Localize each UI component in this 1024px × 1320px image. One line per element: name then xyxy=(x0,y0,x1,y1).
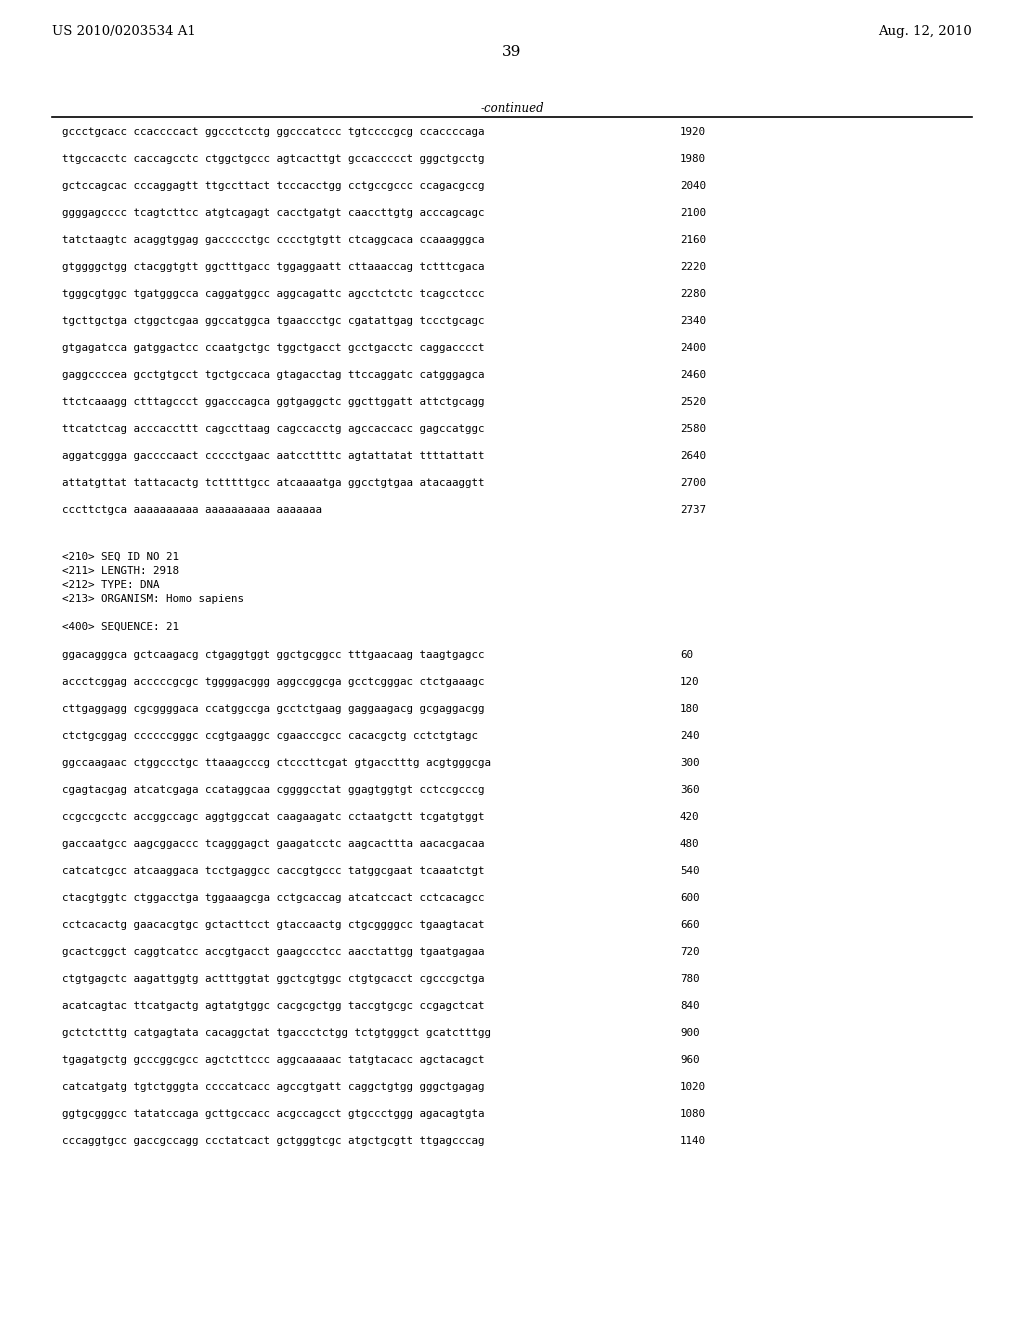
Text: 480: 480 xyxy=(680,840,699,849)
Text: ctctgcggag ccccccgggc ccgtgaaggc cgaacccgcc cacacgctg cctctgtagc: ctctgcggag ccccccgggc ccgtgaaggc cgaaccc… xyxy=(62,731,478,741)
Text: gcactcggct caggtcatcc accgtgacct gaagccctcc aacctattgg tgaatgagaa: gcactcggct caggtcatcc accgtgacct gaagccc… xyxy=(62,946,484,957)
Text: 780: 780 xyxy=(680,974,699,983)
Text: gctccagcac cccaggagtt ttgccttact tcccacctgg cctgccgccc ccagacgccg: gctccagcac cccaggagtt ttgccttact tcccacc… xyxy=(62,181,484,191)
Text: 900: 900 xyxy=(680,1028,699,1038)
Text: Aug. 12, 2010: Aug. 12, 2010 xyxy=(879,25,972,38)
Text: ggacagggca gctcaagacg ctgaggtggt ggctgcggcc tttgaacaag taagtgagcc: ggacagggca gctcaagacg ctgaggtggt ggctgcg… xyxy=(62,649,484,660)
Text: cccttctgca aaaaaaaaaa aaaaaaaaaa aaaaaaa: cccttctgca aaaaaaaaaa aaaaaaaaaa aaaaaaa xyxy=(62,506,322,515)
Text: 39: 39 xyxy=(503,45,521,59)
Text: 1980: 1980 xyxy=(680,154,706,164)
Text: gctctctttg catgagtata cacaggctat tgaccctctgg tctgtgggct gcatctttgg: gctctctttg catgagtata cacaggctat tgaccct… xyxy=(62,1028,490,1038)
Text: 600: 600 xyxy=(680,894,699,903)
Text: 2280: 2280 xyxy=(680,289,706,300)
Text: 2100: 2100 xyxy=(680,209,706,218)
Text: ctacgtggtc ctggacctga tggaaagcga cctgcaccag atcatccact cctcacagcc: ctacgtggtc ctggacctga tggaaagcga cctgcac… xyxy=(62,894,484,903)
Text: 2340: 2340 xyxy=(680,315,706,326)
Text: cgagtacgag atcatcgaga ccataggcaa cggggcctat ggagtggtgt cctccgcccg: cgagtacgag atcatcgaga ccataggcaa cggggcc… xyxy=(62,785,484,795)
Text: tatctaagtc acaggtggag gaccccctgc cccctgtgtt ctcaggcaca ccaaagggca: tatctaagtc acaggtggag gaccccctgc cccctgt… xyxy=(62,235,484,246)
Text: 660: 660 xyxy=(680,920,699,931)
Text: ctgtgagctc aagattggtg actttggtat ggctcgtggc ctgtgcacct cgcccgctga: ctgtgagctc aagattggtg actttggtat ggctcgt… xyxy=(62,974,484,983)
Text: 960: 960 xyxy=(680,1055,699,1065)
Text: 2040: 2040 xyxy=(680,181,706,191)
Text: 180: 180 xyxy=(680,704,699,714)
Text: attatgttat tattacactg tctttttgcc atcaaaatga ggcctgtgaa atacaaggtt: attatgttat tattacactg tctttttgcc atcaaaa… xyxy=(62,478,484,488)
Text: gtggggctgg ctacggtgtt ggctttgacc tggaggaatt cttaaaccag tctttcgaca: gtggggctgg ctacggtgtt ggctttgacc tggagga… xyxy=(62,261,484,272)
Text: 720: 720 xyxy=(680,946,699,957)
Text: catcatcgcc atcaaggaca tcctgaggcc caccgtgccc tatggcgaat tcaaatctgt: catcatcgcc atcaaggaca tcctgaggcc caccgtg… xyxy=(62,866,484,876)
Text: cctcacactg gaacacgtgc gctacttcct gtaccaactg ctgcggggcc tgaagtacat: cctcacactg gaacacgtgc gctacttcct gtaccaa… xyxy=(62,920,484,931)
Text: 1080: 1080 xyxy=(680,1109,706,1119)
Text: 420: 420 xyxy=(680,812,699,822)
Text: 1020: 1020 xyxy=(680,1082,706,1092)
Text: ttctcaaagg ctttagccct ggacccagca ggtgaggctc ggcttggatt attctgcagg: ttctcaaagg ctttagccct ggacccagca ggtgagg… xyxy=(62,397,484,407)
Text: tgagatgctg gcccggcgcc agctcttccc aggcaaaaac tatgtacacc agctacagct: tgagatgctg gcccggcgcc agctcttccc aggcaaa… xyxy=(62,1055,484,1065)
Text: 2737: 2737 xyxy=(680,506,706,515)
Text: 240: 240 xyxy=(680,731,699,741)
Text: tgcttgctga ctggctcgaa ggccatggca tgaaccctgc cgatattgag tccctgcagc: tgcttgctga ctggctcgaa ggccatggca tgaaccc… xyxy=(62,315,484,326)
Text: ggccaagaac ctggccctgc ttaaagcccg ctcccttcgat gtgacctttg acgtgggcga: ggccaagaac ctggccctgc ttaaagcccg ctccctt… xyxy=(62,758,490,768)
Text: 300: 300 xyxy=(680,758,699,768)
Text: 540: 540 xyxy=(680,866,699,876)
Text: <210> SEQ ID NO 21: <210> SEQ ID NO 21 xyxy=(62,552,179,562)
Text: accctcggag acccccgcgc tggggacggg aggccggcga gcctcgggac ctctgaaagc: accctcggag acccccgcgc tggggacggg aggccgg… xyxy=(62,677,484,686)
Text: <400> SEQUENCE: 21: <400> SEQUENCE: 21 xyxy=(62,622,179,632)
Text: <212> TYPE: DNA: <212> TYPE: DNA xyxy=(62,579,160,590)
Text: catcatgatg tgtctgggta ccccatcacc agccgtgatt caggctgtgg gggctgagag: catcatgatg tgtctgggta ccccatcacc agccgtg… xyxy=(62,1082,484,1092)
Text: US 2010/0203534 A1: US 2010/0203534 A1 xyxy=(52,25,196,38)
Text: ccgccgcctc accggccagc aggtggccat caagaagatc cctaatgctt tcgatgtggt: ccgccgcctc accggccagc aggtggccat caagaag… xyxy=(62,812,484,822)
Text: 1920: 1920 xyxy=(680,127,706,137)
Text: 360: 360 xyxy=(680,785,699,795)
Text: tgggcgtggc tgatgggcca caggatggcc aggcagattc agcctctctc tcagcctccc: tgggcgtggc tgatgggcca caggatggcc aggcaga… xyxy=(62,289,484,300)
Text: gtgagatcca gatggactcc ccaatgctgc tggctgacct gcctgacctc caggacccct: gtgagatcca gatggactcc ccaatgctgc tggctga… xyxy=(62,343,484,352)
Text: 60: 60 xyxy=(680,649,693,660)
Text: -continued: -continued xyxy=(480,102,544,115)
Text: cttgaggagg cgcggggaca ccatggccga gcctctgaag gaggaagacg gcgaggacgg: cttgaggagg cgcggggaca ccatggccga gcctctg… xyxy=(62,704,484,714)
Text: 2640: 2640 xyxy=(680,451,706,461)
Text: 2220: 2220 xyxy=(680,261,706,272)
Text: <213> ORGANISM: Homo sapiens: <213> ORGANISM: Homo sapiens xyxy=(62,594,244,605)
Text: 2700: 2700 xyxy=(680,478,706,488)
Text: aggatcggga gaccccaact ccccctgaac aatccttttc agtattatat ttttattatt: aggatcggga gaccccaact ccccctgaac aatcctt… xyxy=(62,451,484,461)
Text: 840: 840 xyxy=(680,1001,699,1011)
Text: gccctgcacc ccaccccact ggccctcctg ggcccatccc tgtccccgcg ccaccccaga: gccctgcacc ccaccccact ggccctcctg ggcccat… xyxy=(62,127,484,137)
Text: 2400: 2400 xyxy=(680,343,706,352)
Text: gaggccccea gcctgtgcct tgctgccaca gtagacctag ttccaggatc catgggagca: gaggccccea gcctgtgcct tgctgccaca gtagacc… xyxy=(62,370,484,380)
Text: ttgccacctc caccagcctc ctggctgccc agtcacttgt gccaccccct gggctgcctg: ttgccacctc caccagcctc ctggctgccc agtcact… xyxy=(62,154,484,164)
Text: 2460: 2460 xyxy=(680,370,706,380)
Text: ggtgcgggcc tatatccaga gcttgccacc acgccagcct gtgccctggg agacagtgta: ggtgcgggcc tatatccaga gcttgccacc acgccag… xyxy=(62,1109,484,1119)
Text: gaccaatgcc aagcggaccc tcagggagct gaagatcctc aagcacttta aacacgacaa: gaccaatgcc aagcggaccc tcagggagct gaagatc… xyxy=(62,840,484,849)
Text: acatcagtac ttcatgactg agtatgtggc cacgcgctgg taccgtgcgc ccgagctcat: acatcagtac ttcatgactg agtatgtggc cacgcgc… xyxy=(62,1001,484,1011)
Text: 2160: 2160 xyxy=(680,235,706,246)
Text: 1140: 1140 xyxy=(680,1137,706,1146)
Text: ggggagcccc tcagtcttcc atgtcagagt cacctgatgt caaccttgtg acccagcagc: ggggagcccc tcagtcttcc atgtcagagt cacctga… xyxy=(62,209,484,218)
Text: ttcatctcag acccaccttt cagccttaag cagccacctg agccaccacc gagccatggc: ttcatctcag acccaccttt cagccttaag cagccac… xyxy=(62,424,484,434)
Text: 2520: 2520 xyxy=(680,397,706,407)
Text: 2580: 2580 xyxy=(680,424,706,434)
Text: <211> LENGTH: 2918: <211> LENGTH: 2918 xyxy=(62,566,179,576)
Text: cccaggtgcc gaccgccagg ccctatcact gctgggtcgc atgctgcgtt ttgagcccag: cccaggtgcc gaccgccagg ccctatcact gctgggt… xyxy=(62,1137,484,1146)
Text: 120: 120 xyxy=(680,677,699,686)
